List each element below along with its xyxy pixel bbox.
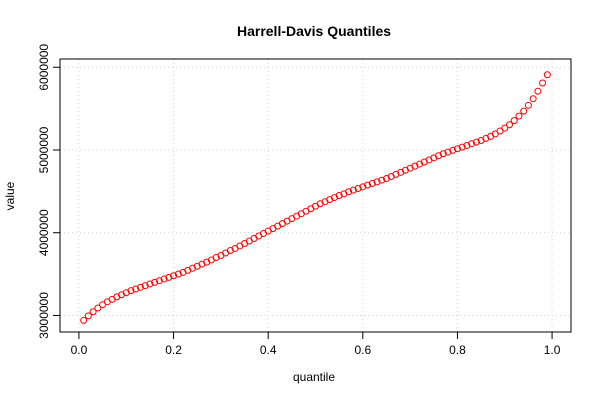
x-tick-label: 0.6	[354, 343, 371, 357]
data-point	[127, 287, 135, 295]
data-point	[354, 184, 362, 192]
data-point	[520, 107, 528, 115]
data-point	[146, 280, 154, 288]
data-point	[505, 121, 513, 129]
data-point	[160, 275, 168, 283]
data-point	[439, 150, 447, 158]
data-point	[510, 117, 518, 125]
data-point	[378, 176, 386, 184]
y-tick-label: 6000000	[37, 44, 51, 91]
data-point	[468, 140, 476, 148]
x-tick-label: 0.2	[165, 343, 182, 357]
data-point	[170, 272, 178, 280]
y-tick-label: 4000000	[37, 209, 51, 256]
data-point	[534, 87, 542, 95]
data-point	[501, 124, 509, 132]
data-point	[529, 95, 537, 103]
plot-frame	[59, 58, 572, 333]
data-point	[359, 183, 367, 191]
data-point	[463, 141, 471, 149]
data-points	[80, 71, 551, 324]
data-point	[174, 270, 182, 278]
data-point	[524, 101, 532, 109]
data-point	[515, 112, 523, 120]
y-axis-label: value	[3, 181, 17, 210]
x-tick-label: 1.0	[544, 343, 561, 357]
data-point	[335, 192, 343, 199]
data-point	[345, 188, 353, 196]
data-point	[136, 283, 144, 291]
data-point	[94, 304, 102, 312]
x-tick-label: 0.0	[71, 343, 88, 357]
data-point	[155, 277, 163, 285]
data-point	[449, 146, 457, 154]
axes: 0.0 0.2 0.4 0.6 0.8 1.0 3000000 4000000 5000000 6…	[37, 44, 561, 357]
data-point	[364, 181, 372, 189]
data-point	[453, 145, 461, 153]
data-point	[539, 79, 547, 87]
data-point	[472, 138, 480, 146]
grid-lines	[60, 59, 571, 332]
data-point	[80, 316, 88, 324]
data-point	[165, 273, 173, 281]
y-tick-label: 5000000	[37, 126, 51, 173]
data-point	[458, 143, 466, 151]
data-point	[141, 282, 149, 290]
data-point	[368, 180, 376, 188]
chart-title: Harrell-Davis Quantiles	[237, 23, 391, 39]
data-point	[132, 285, 140, 293]
data-point	[84, 312, 92, 320]
data-point	[373, 178, 381, 186]
y-tick-label: 3000000	[37, 292, 51, 339]
data-point	[89, 308, 97, 316]
data-point	[349, 186, 357, 194]
x-axis-label: quantile	[293, 370, 335, 384]
data-point	[444, 148, 452, 156]
data-point	[151, 278, 159, 286]
data-point	[543, 71, 551, 79]
x-tick-label: 0.4	[260, 343, 277, 357]
x-tick-label: 0.8	[449, 343, 466, 357]
